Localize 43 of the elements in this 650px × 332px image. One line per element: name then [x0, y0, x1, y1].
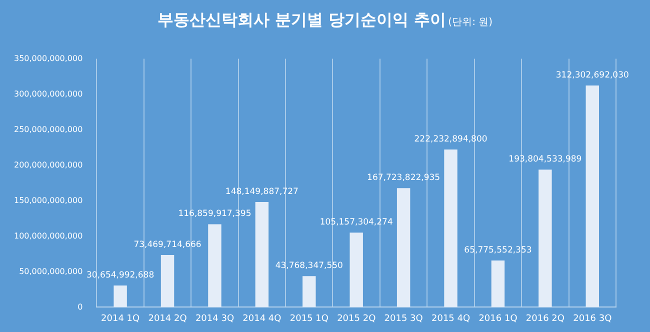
x-tick-label: 2014 2Q: [148, 314, 187, 324]
y-tick-label: 350,000,000,000: [14, 54, 83, 63]
x-tick-label: 2014 3Q: [195, 314, 234, 324]
data-label: 73,469,714,666: [134, 240, 202, 250]
bar: [350, 232, 363, 308]
bar: [302, 276, 316, 308]
y-tick-label: 300,000,000,000: [14, 89, 83, 98]
x-tick-label: 2016 1Q: [478, 314, 518, 324]
bar: [586, 86, 600, 308]
bar: [208, 224, 222, 308]
bar: [444, 149, 458, 308]
y-tick-label: 50,000,000,000: [19, 266, 83, 276]
x-tick-label: 2015 3Q: [384, 314, 423, 324]
bar: [538, 170, 552, 308]
x-tick-label: 2015 1Q: [290, 314, 328, 324]
x-tick-label: 2015 4Q: [431, 314, 470, 324]
bar: [160, 255, 174, 308]
x-tick-label: 2014 1Q: [101, 314, 140, 324]
bar: [396, 188, 410, 308]
data-label: 222,232,894,800: [414, 134, 488, 144]
data-label: 193,804,533,989: [508, 154, 582, 165]
y-tick-label: 0: [78, 302, 83, 312]
data-label: 312,302,692,030: [556, 70, 629, 81]
y-tick-label: 150,000,000,000: [14, 196, 83, 205]
chart-subtitle: (단위: 원): [448, 16, 493, 29]
data-label: 65,775,552,353: [464, 245, 532, 256]
data-label: 148,149,887,727: [225, 187, 298, 198]
x-tick-label: 2016 2Q: [526, 314, 564, 324]
bar: [491, 260, 505, 308]
data-label: 105,157,304,274: [320, 218, 393, 228]
x-tick-label: 2015 2Q: [337, 314, 376, 324]
data-label: 116,859,917,395: [178, 209, 252, 220]
bar: [114, 285, 127, 308]
y-tick-label: 100,000,000,000: [14, 231, 83, 240]
y-tick-label: 200,000,000,000: [14, 160, 83, 170]
data-label: 30,654,992,688: [86, 270, 154, 280]
bar: [255, 202, 269, 308]
chart-title: 부동산신탁회사 분기별 당기순이익 추이: [157, 10, 446, 30]
x-tick-label: 2014 4Q: [242, 314, 282, 324]
data-label: 43,768,347,550: [275, 261, 343, 272]
y-tick-label: 250,000,000,000: [14, 124, 83, 134]
x-tick-label: 2016 3Q: [573, 314, 612, 324]
data-label: 167,723,822,935: [367, 173, 440, 184]
